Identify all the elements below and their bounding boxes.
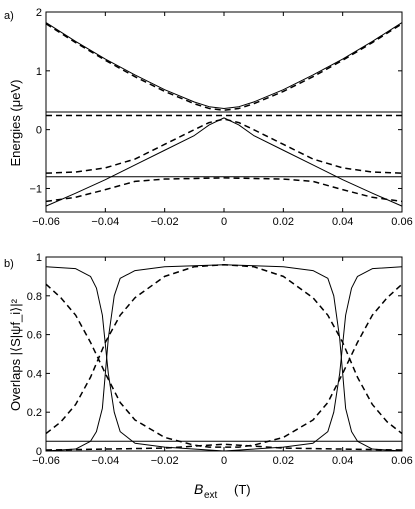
y-tick-label: 0 — [36, 125, 42, 137]
panel-a-series-1-line — [45, 22, 403, 109]
x-tick-label: 0.04 — [332, 455, 353, 467]
x-tick-label: −0.06 — [32, 455, 60, 467]
x-tick-label: 0.06 — [391, 216, 412, 228]
panel-a-y-axis-label: Energies (μeV) — [8, 80, 23, 167]
panel-b: b) Overlaps |⟨S|ψf_i⟩|² −0.06 −0.04 −0.02 0… — [4, 252, 413, 501]
y-tick-label: −1 — [29, 183, 42, 195]
y-tick-label: 0 — [36, 446, 42, 458]
panel-b-x-axis-label: B ext (T) — [194, 481, 251, 501]
x-tick-label: 0 — [221, 455, 227, 467]
x-axis-label-unit: (T) — [234, 482, 251, 497]
y-tick-label: 0.2 — [27, 407, 42, 419]
panel-a-series-8-line — [45, 177, 403, 203]
y-tick-label: 0.6 — [27, 330, 42, 342]
x-tick-label: −0.02 — [151, 216, 179, 228]
panel-b-axes-frame — [45, 256, 403, 452]
panel-a-series-2-line — [45, 23, 403, 111]
panel-b-y-axis-label: Overlaps |⟨S|ψf_i⟩|² — [8, 298, 23, 411]
x-axis-label-main: B — [194, 481, 203, 497]
y-tick-label: 1 — [36, 252, 42, 264]
panel-b-series-3-line — [45, 264, 403, 435]
x-tick-label: −0.06 — [32, 216, 60, 228]
x-tick-label: −0.04 — [91, 455, 119, 467]
x-tick-label: 0.02 — [273, 216, 294, 228]
x-axis-label-sub: ext — [204, 490, 218, 501]
x-tick-label: 0.04 — [332, 216, 353, 228]
panel-a-label: a) — [4, 10, 14, 22]
panel-a-axes-frame — [45, 11, 403, 213]
y-tick-label: 0.8 — [27, 291, 42, 303]
panel-b-series-4-line — [45, 283, 403, 448]
y-tick-label: 2 — [36, 7, 42, 19]
x-tick-label: 0.06 — [391, 455, 412, 467]
panel-a-series-6-line — [45, 118, 403, 174]
panel-a-series — [45, 22, 403, 207]
x-tick-label: 0 — [221, 216, 227, 228]
panel-b-series-1-line — [45, 266, 403, 452]
panel-b-ticks: −0.06 −0.04 −0.02 0 0.02 0.04 0.06 0 0.2 0.4 0.6 0.… — [27, 252, 413, 467]
panel-a-ticks: −0.06 −0.04 −0.02 0 0.02 0.04 0.06 −1 0 1 2 — [29, 7, 412, 228]
panel-a: a) Energies (μeV) −0.06 −0.04 −0.02 0 0.02 0.… — [4, 7, 413, 228]
y-tick-label: 0.4 — [27, 368, 42, 380]
x-tick-label: −0.04 — [91, 216, 119, 228]
x-tick-label: −0.02 — [151, 455, 179, 467]
panel-b-series — [45, 264, 403, 452]
panel-a-series-5-line — [45, 117, 403, 207]
x-tick-label: 0.02 — [273, 455, 294, 467]
panel-b-label: b) — [4, 258, 14, 270]
y-tick-label: 1 — [36, 66, 42, 78]
